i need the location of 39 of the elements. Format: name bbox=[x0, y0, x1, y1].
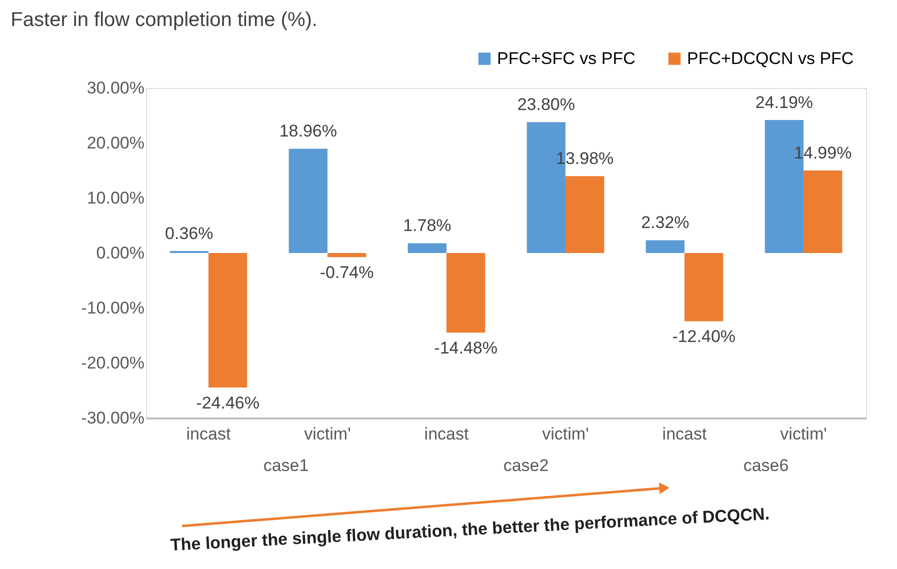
bar bbox=[566, 176, 604, 253]
x-tick-label: victim' bbox=[542, 424, 589, 444]
y-tick-label: 20.00% bbox=[86, 134, 144, 152]
data-label: -0.74% bbox=[320, 263, 374, 282]
x-tick-label: incast bbox=[662, 424, 707, 444]
data-label: 18.96% bbox=[279, 122, 337, 141]
legend-label: PFC+DCQCN vs PFC bbox=[687, 48, 854, 68]
y-tick-label: -30.00% bbox=[81, 408, 144, 428]
y-tick-label: 0.00% bbox=[96, 244, 144, 262]
bar bbox=[646, 240, 685, 253]
bar bbox=[684, 253, 724, 322]
data-label: -12.40% bbox=[672, 327, 736, 346]
bar bbox=[804, 170, 842, 253]
x-tick-label: victim' bbox=[780, 424, 827, 444]
text: case6 bbox=[743, 456, 789, 475]
bar bbox=[446, 253, 486, 333]
bar bbox=[408, 243, 446, 253]
text: case1 bbox=[263, 456, 309, 475]
x-tick-label: incast bbox=[424, 424, 469, 444]
data-label: 2.32% bbox=[641, 213, 690, 232]
data-label: 1.78% bbox=[403, 216, 452, 236]
y-tick-label: 30.00% bbox=[86, 78, 144, 98]
text: The longer the single flow duration, the better the performance of DCQCN. bbox=[170, 504, 770, 555]
data-label: -14.48% bbox=[434, 338, 498, 358]
bar bbox=[208, 253, 248, 388]
data-label: -24.46% bbox=[196, 394, 260, 413]
data-label: 0.36% bbox=[165, 224, 214, 244]
y-tick-label: -20.00% bbox=[81, 354, 144, 372]
data-label: 23.80% bbox=[517, 95, 575, 114]
bar bbox=[327, 253, 366, 258]
legend-label: PFC+SFC vs PFC bbox=[497, 48, 636, 68]
text: case2 bbox=[503, 456, 549, 475]
x-tick-label: incast bbox=[186, 424, 231, 444]
y-tick-label: 10.00% bbox=[86, 188, 144, 208]
y-tick-label: -10.00% bbox=[81, 298, 144, 318]
bar bbox=[288, 148, 328, 253]
chart-title: Faster in flow completion time (%). bbox=[10, 9, 318, 31]
data-label: 24.19% bbox=[755, 92, 814, 112]
x-tick-label: victim' bbox=[304, 424, 351, 444]
